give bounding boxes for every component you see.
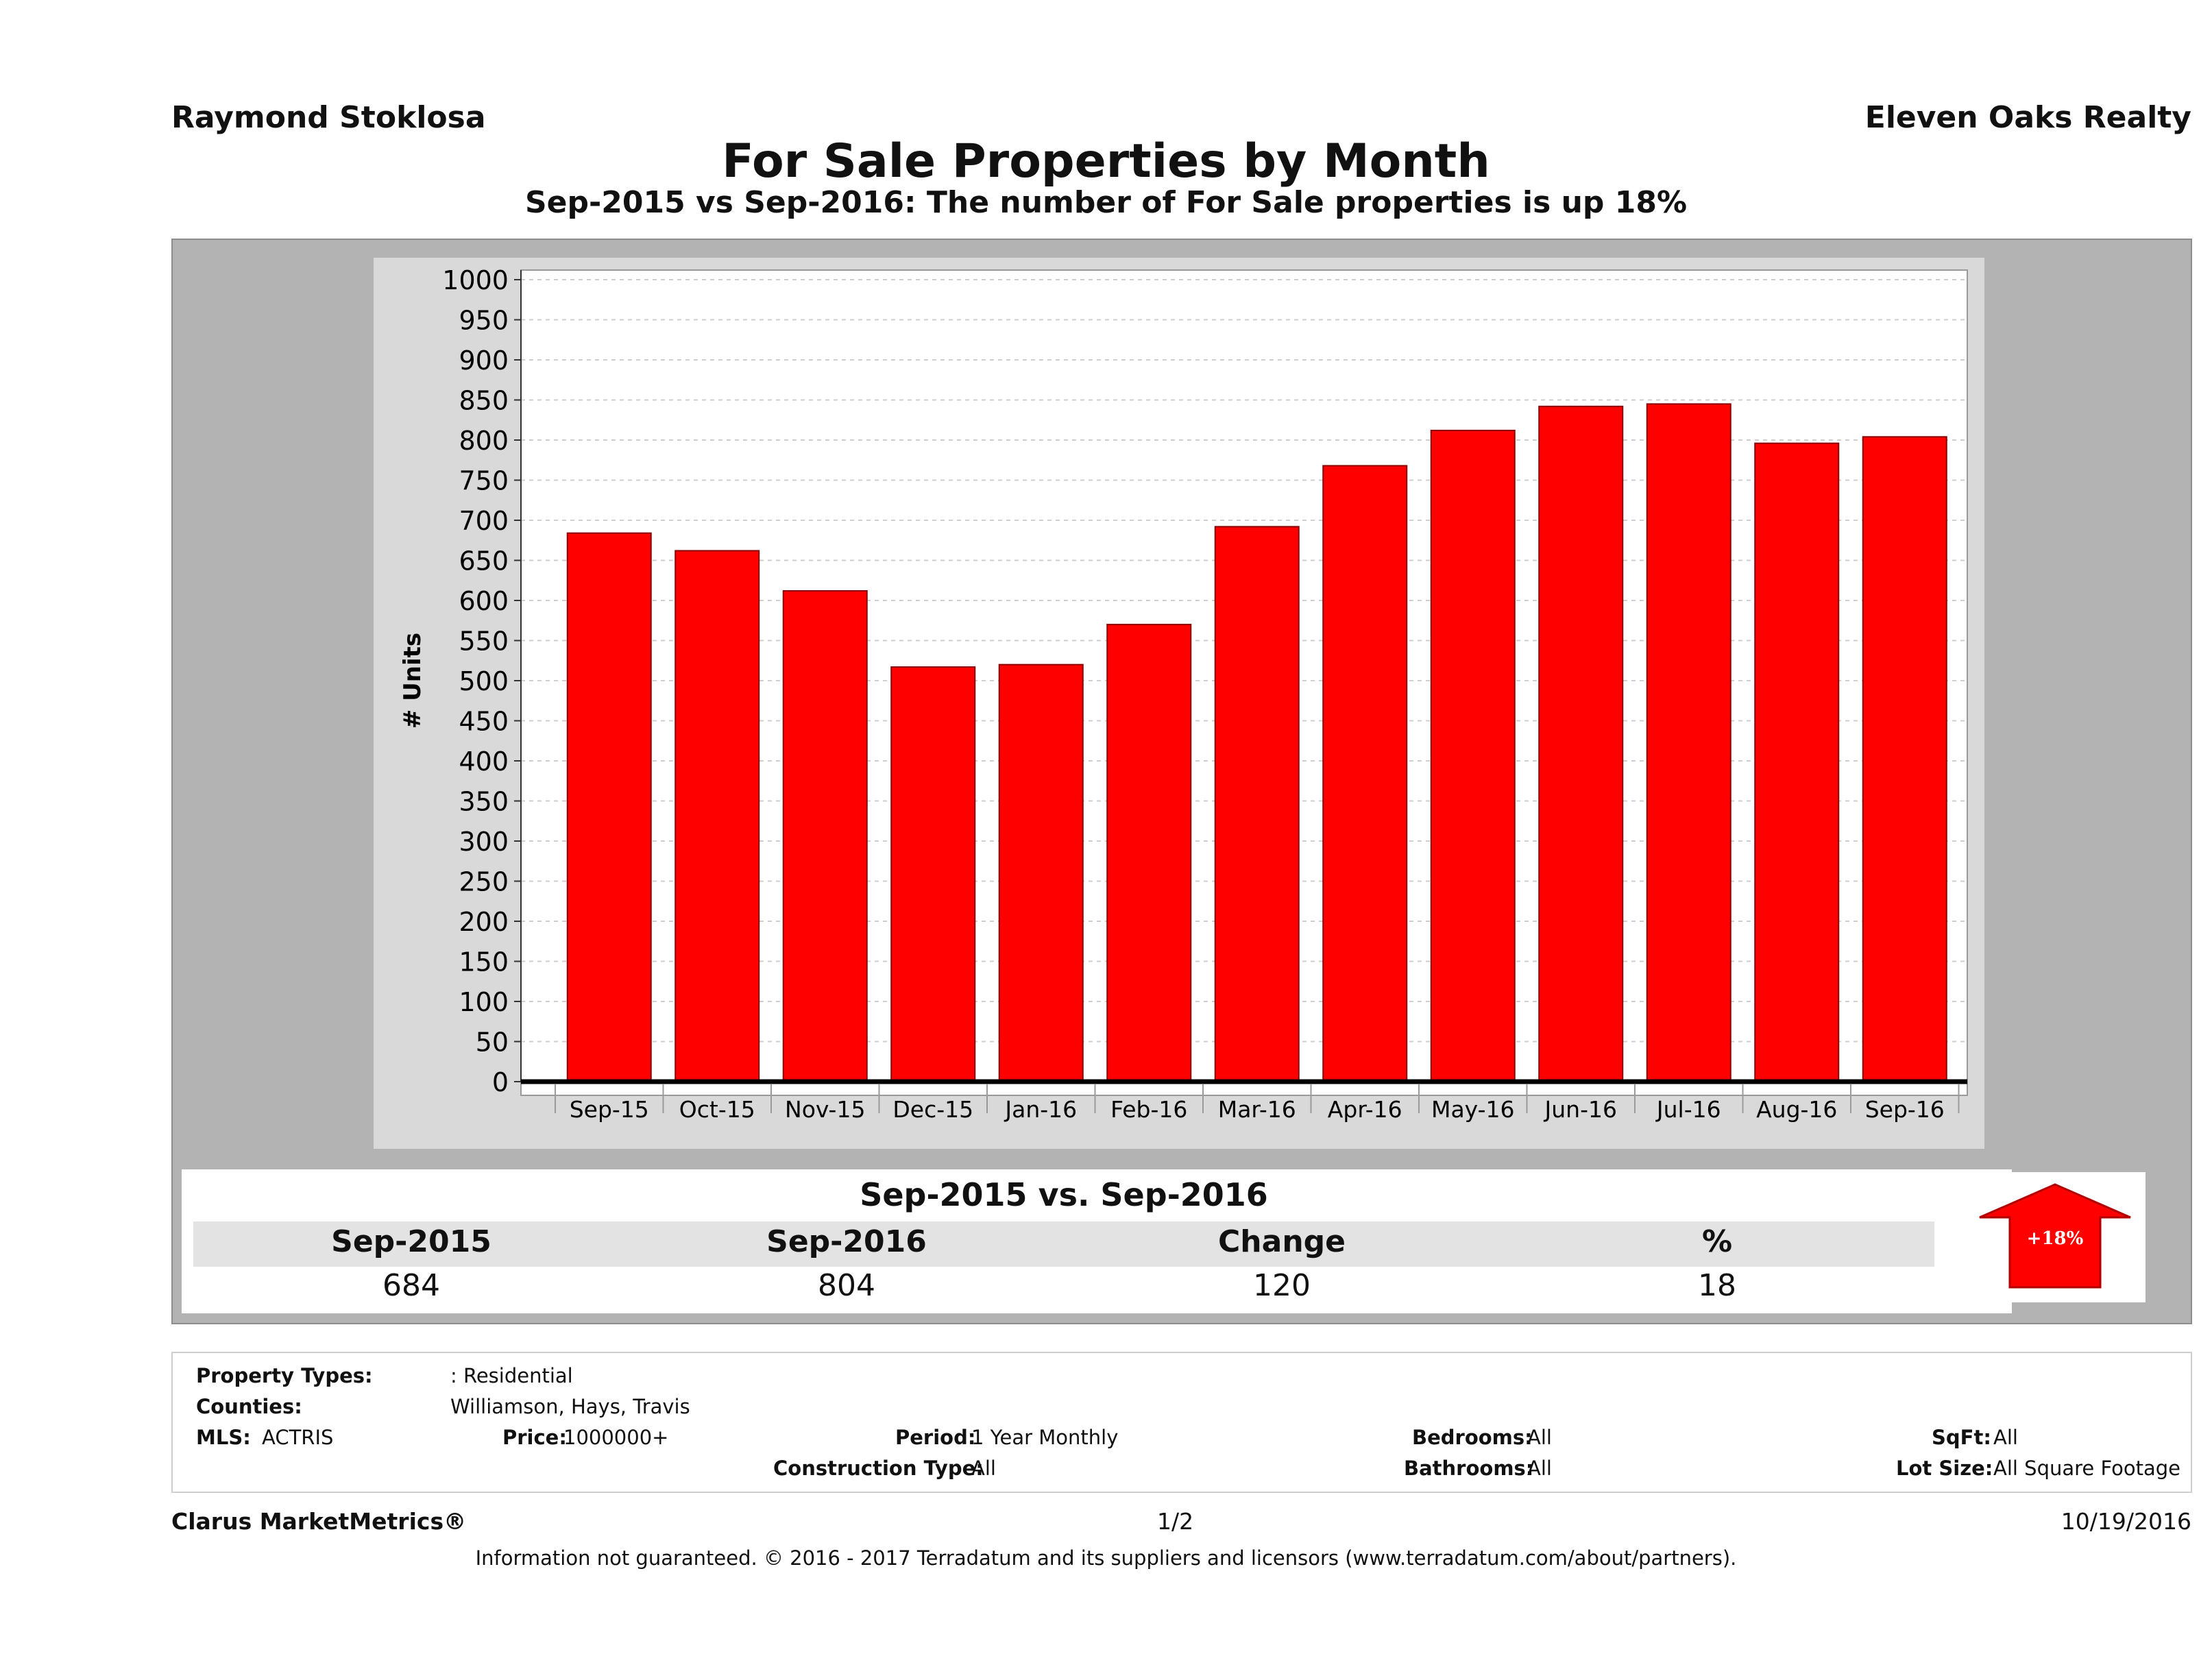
bar [566, 532, 652, 1083]
y-tick-label: 600 [459, 586, 509, 616]
summary-header-sep2015: Sep-2015 [331, 1224, 491, 1259]
change-badge-text: +18% [2027, 1228, 2084, 1249]
agent-name: Raymond Stoklosa [171, 100, 486, 135]
y-tick-label: 450 [459, 707, 509, 737]
x-tick-label: Sep-15 [570, 1096, 649, 1123]
summary-header-band [193, 1221, 1934, 1267]
lot-size-label: Lot Size: [1896, 1457, 1993, 1480]
x-tick-label: Sep-16 [1865, 1096, 1945, 1123]
property-types-label: Property Types: [196, 1364, 373, 1387]
up-arrow-icon: +18% [1979, 1183, 2131, 1289]
x-tick-label: Aug-16 [1756, 1096, 1837, 1123]
y-tick-label: 250 [459, 867, 509, 897]
summary-value-change: 120 [1253, 1268, 1311, 1303]
summary-header-change: Change [1218, 1224, 1346, 1259]
mls-label: MLS: [196, 1426, 251, 1449]
x-tick-label: Mar-16 [1218, 1096, 1296, 1123]
x-tick-label: Dec-15 [892, 1096, 973, 1123]
x-tick-label: Feb-16 [1110, 1096, 1187, 1123]
summary-title: Sep-2015 vs. Sep-2016 [860, 1176, 1268, 1213]
bar [674, 550, 760, 1082]
bar [1106, 624, 1192, 1082]
construction-type-value: All [971, 1457, 996, 1480]
y-tick-label: 500 [459, 666, 509, 696]
x-tick-label: Oct-15 [679, 1096, 755, 1123]
property-types-value: : Residential [450, 1364, 573, 1387]
bar [1430, 429, 1516, 1082]
y-tick-label: 200 [459, 907, 509, 937]
bedrooms-label: Bedrooms: [1412, 1426, 1533, 1449]
disclaimer: Information not guaranteed. © 2016 - 201… [475, 1546, 1737, 1570]
x-tick-label: Jun-16 [1544, 1096, 1617, 1123]
bedrooms-value: All [1527, 1426, 1552, 1449]
footer-brand: Clarus MarketMetrics® [171, 1508, 467, 1535]
lot-size-value: All Square Footage [1993, 1457, 2181, 1480]
counties-value: Williamson, Hays, Travis [450, 1395, 690, 1418]
y-tick-label: 900 [459, 345, 509, 376]
x-tick-label: Apr-16 [1328, 1096, 1402, 1123]
criteria-box [171, 1352, 2192, 1493]
construction-type-label: Construction Type: [773, 1457, 984, 1480]
change-indicator-box: +18% [1965, 1172, 2146, 1302]
bar [1322, 465, 1408, 1082]
report-date: 10/19/2016 [2061, 1508, 2191, 1535]
bathrooms-value: All [1527, 1457, 1552, 1480]
y-tick-label: 950 [459, 306, 509, 336]
y-tick-label: 800 [459, 426, 509, 456]
chart-subtitle: Sep-2015 vs Sep-2016: The number of For … [524, 185, 1688, 220]
y-tick-label: 300 [459, 827, 509, 857]
y-tick-label: 150 [459, 947, 509, 977]
summary-value-percent: 18 [1698, 1268, 1736, 1303]
bar [1754, 442, 1840, 1082]
x-tick-label: Jan-16 [1004, 1096, 1077, 1123]
bar [998, 664, 1084, 1082]
period-value: 1 Year Monthly [971, 1426, 1119, 1449]
counties-label: Counties: [196, 1395, 302, 1418]
y-tick-label: 700 [459, 506, 509, 536]
bar [1646, 403, 1731, 1083]
price-value: 1000000+ [563, 1426, 669, 1449]
summary-value-sep2016: 804 [818, 1268, 875, 1303]
y-tick-label: 850 [459, 386, 509, 416]
x-tick-label: Jul-16 [1655, 1096, 1721, 1123]
bar-chart: 0 50 100 150 200 250 300 350 400 450 500 550 600 650 7… [399, 265, 1968, 1123]
summary-title-band [193, 1174, 1934, 1219]
x-tick-label: Nov-15 [785, 1096, 865, 1123]
page-number: 1/2 [1157, 1508, 1194, 1535]
y-tick-label: 0 [492, 1067, 509, 1097]
y-tick-label: 50 [476, 1028, 509, 1058]
y-tick-label: 650 [459, 546, 509, 576]
y-tick-label: 550 [459, 627, 509, 657]
summary-value-sep2015: 684 [382, 1268, 440, 1303]
y-tick-label: 400 [459, 746, 509, 777]
sqft-value: All [1993, 1426, 2018, 1449]
summary-header-sep2016: Sep-2016 [766, 1224, 927, 1259]
bar [1862, 436, 1947, 1082]
company-name: Eleven Oaks Realty [1864, 100, 2191, 135]
y-tick-label: 100 [459, 987, 509, 1017]
y-axis-label: # Units [399, 633, 426, 729]
period-label: Period: [895, 1426, 976, 1449]
x-tick-label: May-16 [1431, 1096, 1515, 1123]
summary-header-percent: % [1701, 1224, 1733, 1259]
bar [890, 666, 976, 1082]
sqft-label: SqFt: [1932, 1426, 1991, 1449]
y-tick-label: 350 [459, 787, 509, 817]
bathrooms-label: Bathrooms: [1404, 1457, 1534, 1480]
bar [1538, 405, 1624, 1083]
y-tick-label: 1000 [442, 265, 509, 295]
y-tick-label: 750 [459, 466, 509, 496]
price-label: Price: [502, 1426, 567, 1449]
summary-value-band [193, 1268, 1934, 1311]
bar [1214, 526, 1300, 1082]
mls-value: ACTRIS [262, 1426, 334, 1449]
bar [782, 589, 868, 1082]
chart-title: For Sale Properties by Month [722, 134, 1490, 189]
